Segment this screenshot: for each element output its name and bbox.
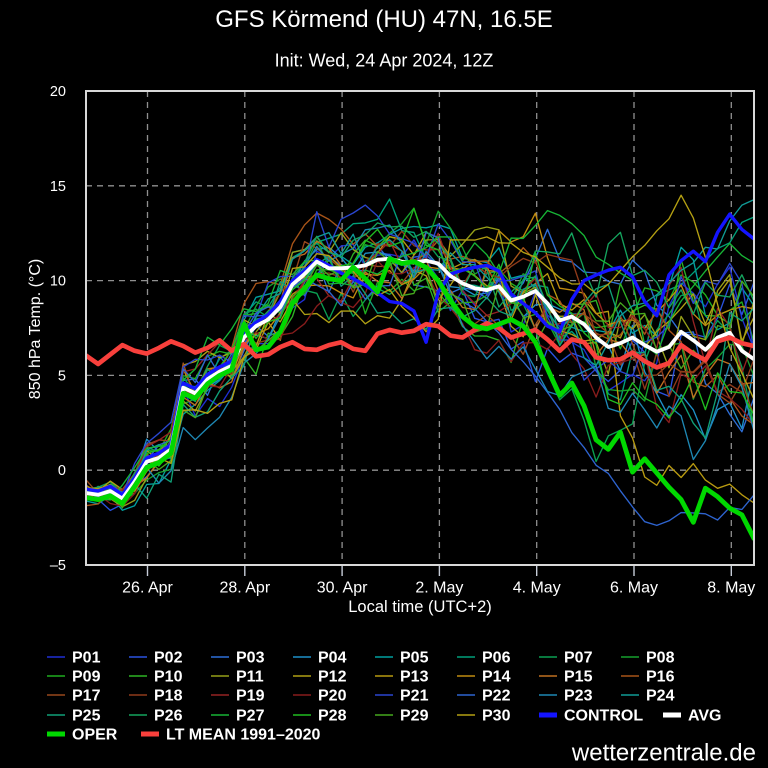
svg-text:P09: P09 <box>72 669 101 686</box>
svg-text:P27: P27 <box>236 708 265 725</box>
svg-text:LT MEAN 1991–2020: LT MEAN 1991–2020 <box>166 727 321 744</box>
svg-text:4. May: 4. May <box>513 580 561 597</box>
svg-text:P05: P05 <box>400 650 429 667</box>
svg-text:P21: P21 <box>400 688 429 705</box>
svg-text:28. Apr: 28. Apr <box>219 580 270 597</box>
svg-text:30. Apr: 30. Apr <box>317 580 368 597</box>
svg-text:P18: P18 <box>154 688 183 705</box>
svg-text:15: 15 <box>50 179 66 195</box>
svg-text:6. May: 6. May <box>610 580 658 597</box>
svg-text:P30: P30 <box>482 708 511 725</box>
svg-text:P01: P01 <box>72 650 101 667</box>
svg-text:850 hPa Temp. (°C): 850 hPa Temp. (°C) <box>27 259 44 399</box>
svg-text:P29: P29 <box>400 708 429 725</box>
svg-text:P23: P23 <box>564 688 593 705</box>
svg-text:CONTROL: CONTROL <box>564 708 643 725</box>
svg-text:P28: P28 <box>318 708 347 725</box>
svg-text:P08: P08 <box>646 650 675 667</box>
svg-text:P12: P12 <box>318 669 347 686</box>
svg-text:P06: P06 <box>482 650 511 667</box>
svg-text:Local time (UTC+2): Local time (UTC+2) <box>348 598 492 616</box>
svg-text:P02: P02 <box>154 650 183 667</box>
svg-text:P25: P25 <box>72 708 101 725</box>
svg-text:P19: P19 <box>236 688 265 705</box>
svg-text:P20: P20 <box>318 688 347 705</box>
svg-text:20: 20 <box>50 84 66 100</box>
svg-text:P07: P07 <box>564 650 593 667</box>
svg-text:5: 5 <box>58 368 66 384</box>
svg-text:wetterzentrale.de: wetterzentrale.de <box>571 740 756 767</box>
svg-text:10: 10 <box>50 274 66 290</box>
svg-text:P15: P15 <box>564 669 593 686</box>
svg-text:0: 0 <box>58 463 66 479</box>
svg-text:P03: P03 <box>236 650 265 667</box>
svg-text:26. Apr: 26. Apr <box>122 580 173 597</box>
svg-text:P10: P10 <box>154 669 183 686</box>
svg-text:P17: P17 <box>72 688 101 705</box>
svg-text:P16: P16 <box>646 669 675 686</box>
svg-text:P04: P04 <box>318 650 347 667</box>
svg-text:P24: P24 <box>646 688 675 705</box>
svg-text:P26: P26 <box>154 708 183 725</box>
svg-text:–5: –5 <box>50 558 66 574</box>
svg-text:2. May: 2. May <box>415 580 463 597</box>
svg-text:P11: P11 <box>236 669 264 686</box>
svg-text:8. May: 8. May <box>707 580 755 597</box>
svg-text:Init: Wed, 24 Apr 2024, 12Z: Init: Wed, 24 Apr 2024, 12Z <box>275 51 494 71</box>
svg-text:P22: P22 <box>482 688 511 705</box>
svg-text:P14: P14 <box>482 669 511 686</box>
svg-text:GFS Körmend (HU) 47N, 16.5E: GFS Körmend (HU) 47N, 16.5E <box>215 6 552 33</box>
svg-text:P13: P13 <box>400 669 429 686</box>
svg-text:AVG: AVG <box>688 708 721 725</box>
svg-text:OPER: OPER <box>72 727 118 744</box>
